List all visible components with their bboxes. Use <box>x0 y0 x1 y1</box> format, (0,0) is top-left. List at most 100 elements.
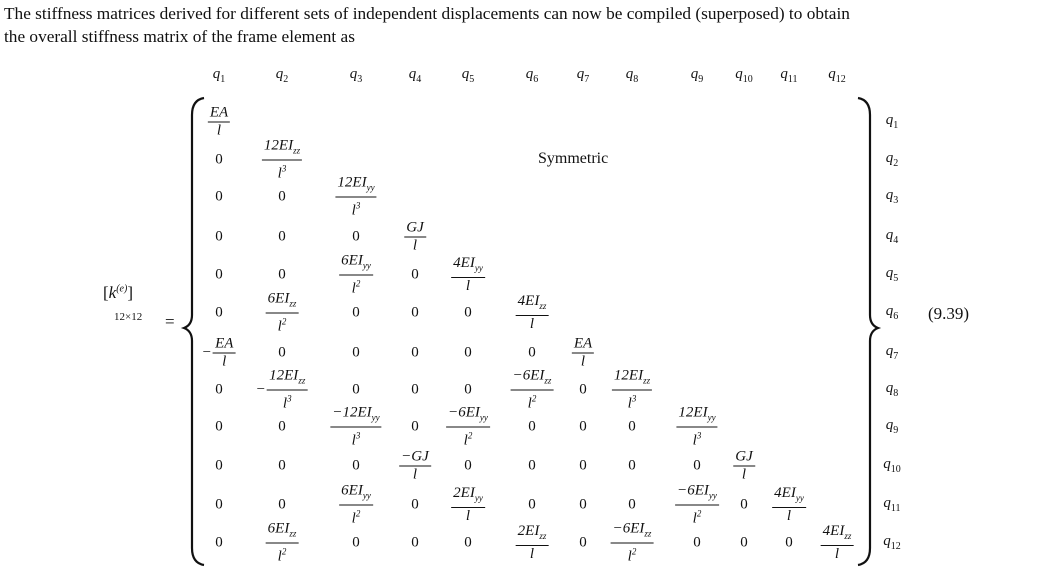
matrix-entry: 0 <box>352 345 360 362</box>
row-label-index: 7 <box>893 351 899 362</box>
matrix-entry: 0 <box>352 535 360 552</box>
entry-value: 0 <box>411 344 419 361</box>
column-label-index: 1 <box>220 74 226 85</box>
numerator-subscript: yy <box>362 260 371 271</box>
denominator: l <box>529 316 535 332</box>
entry-value: 0 <box>352 344 360 361</box>
entry-value: 0 <box>579 381 587 398</box>
matrix-entry: 6EIzz l2 <box>265 291 299 336</box>
entry-value: 0 <box>411 534 419 551</box>
row-label: q7 <box>885 343 899 362</box>
fraction: EA l <box>213 335 236 371</box>
entry-value: 0 <box>579 496 587 513</box>
matrix-entry: 2EIzz l <box>515 523 549 563</box>
lhs-stiffness-matrix: [k(e)] <box>103 283 133 302</box>
fraction: 2EIzz l <box>515 523 549 563</box>
entry-value: 0 <box>628 496 636 513</box>
entry-value: 0 <box>215 534 223 551</box>
matrix-entry: 0 <box>785 535 793 552</box>
denominator: l <box>216 122 222 139</box>
entry-value: 0 <box>785 534 793 551</box>
row-label-index: 3 <box>893 195 899 206</box>
numerator: GJ <box>733 448 755 467</box>
row-label: q6 <box>885 303 899 322</box>
row-label-index: 2 <box>893 158 899 169</box>
paragraph-line-2: the overall stiffness matrix of the fram… <box>4 27 355 46</box>
column-label-index: 4 <box>416 74 422 85</box>
numerator: 12EIzz <box>261 138 303 161</box>
entry-value: 0 <box>528 418 536 435</box>
fraction: EA l <box>207 105 231 140</box>
denominator-exponent: 2 <box>696 508 702 519</box>
denominator: l2 <box>277 546 287 565</box>
column-label-index: 7 <box>584 74 590 85</box>
numerator: −12EIyy <box>330 405 382 428</box>
fraction: 12EIzz l3 <box>267 368 308 413</box>
matrix-entry: 0 <box>579 497 587 514</box>
row-label-index: 4 <box>893 235 899 246</box>
numerator-subscript: zz <box>298 375 306 386</box>
numerator-subscript: zz <box>544 375 552 386</box>
lhs-superscript: (e) <box>116 283 128 295</box>
column-label: q2 <box>275 66 289 85</box>
matrix-entry: 4EIzz l <box>820 523 854 563</box>
numerator: 12EIyy <box>676 405 718 428</box>
entry-value: 0 <box>628 457 636 474</box>
matrix-entry: 4EIzz l <box>515 293 549 333</box>
matrix-entry: EA l <box>571 336 595 371</box>
column-label: q11 <box>780 66 798 85</box>
matrix-entry: 0 <box>740 497 748 514</box>
row-label-index: 11 <box>890 503 901 514</box>
entry-value: 0 <box>528 496 536 513</box>
column-label: q12 <box>828 66 846 85</box>
numerator: 4EIyy <box>772 485 806 508</box>
matrix-entry: 0 <box>579 419 587 436</box>
column-label: q5 <box>461 66 475 85</box>
column-label-index: 11 <box>787 74 798 85</box>
entry-value: 0 <box>352 457 360 474</box>
column-label: q3 <box>349 66 363 85</box>
row-label-index: 9 <box>893 425 899 436</box>
entry-value: 0 <box>215 151 223 168</box>
matrix-entry: −6EIyy l2 <box>675 483 719 528</box>
matrix-entry: 0 <box>215 382 223 399</box>
numerator: 4EIyy <box>451 255 485 278</box>
row-label: q9 <box>885 417 899 436</box>
fraction: 4EIyy l <box>772 485 806 525</box>
row-label: q4 <box>885 227 899 246</box>
fraction: 12EIyy l3 <box>335 175 377 220</box>
matrix-entry: 0 <box>464 345 472 362</box>
fraction: −GJ l <box>399 449 431 484</box>
matrix-entry: 0 <box>411 535 419 552</box>
fraction: EA l <box>571 336 595 371</box>
denominator-exponent: 3 <box>631 393 637 404</box>
entry-value: 0 <box>464 534 472 551</box>
matrix-entry: 0 <box>411 345 419 362</box>
matrix-entry: 0 <box>215 305 223 322</box>
matrix-entry: 0 <box>411 419 419 436</box>
fraction: 6EIzz l2 <box>265 291 299 336</box>
denominator: l2 <box>692 508 702 527</box>
denominator-exponent: 3 <box>355 430 361 441</box>
entry-value: 0 <box>278 266 286 283</box>
numerator-subscript: yy <box>474 493 483 503</box>
numerator: 6EIyy <box>339 253 373 276</box>
entry-value: 0 <box>411 304 419 321</box>
row-label: q3 <box>885 187 899 206</box>
row-label: q5 <box>885 265 899 284</box>
numerator: −GJ <box>399 448 431 467</box>
entry-value: 0 <box>528 344 536 361</box>
denominator: l2 <box>351 278 361 297</box>
matrix-entry: 0 <box>628 458 636 475</box>
fraction: −6EIyy l2 <box>446 405 490 450</box>
entry-value: 0 <box>352 228 360 245</box>
column-label-index: 5 <box>469 74 475 85</box>
entry-value: 0 <box>693 534 701 551</box>
fraction: 4EIyy l <box>451 255 485 295</box>
denominator: l2 <box>351 508 361 527</box>
entry-value: 0 <box>464 381 472 398</box>
numerator-subscript: zz <box>293 145 301 156</box>
entry-value: 0 <box>215 188 223 205</box>
numerator: EA <box>213 335 236 354</box>
entry-value: 0 <box>464 457 472 474</box>
